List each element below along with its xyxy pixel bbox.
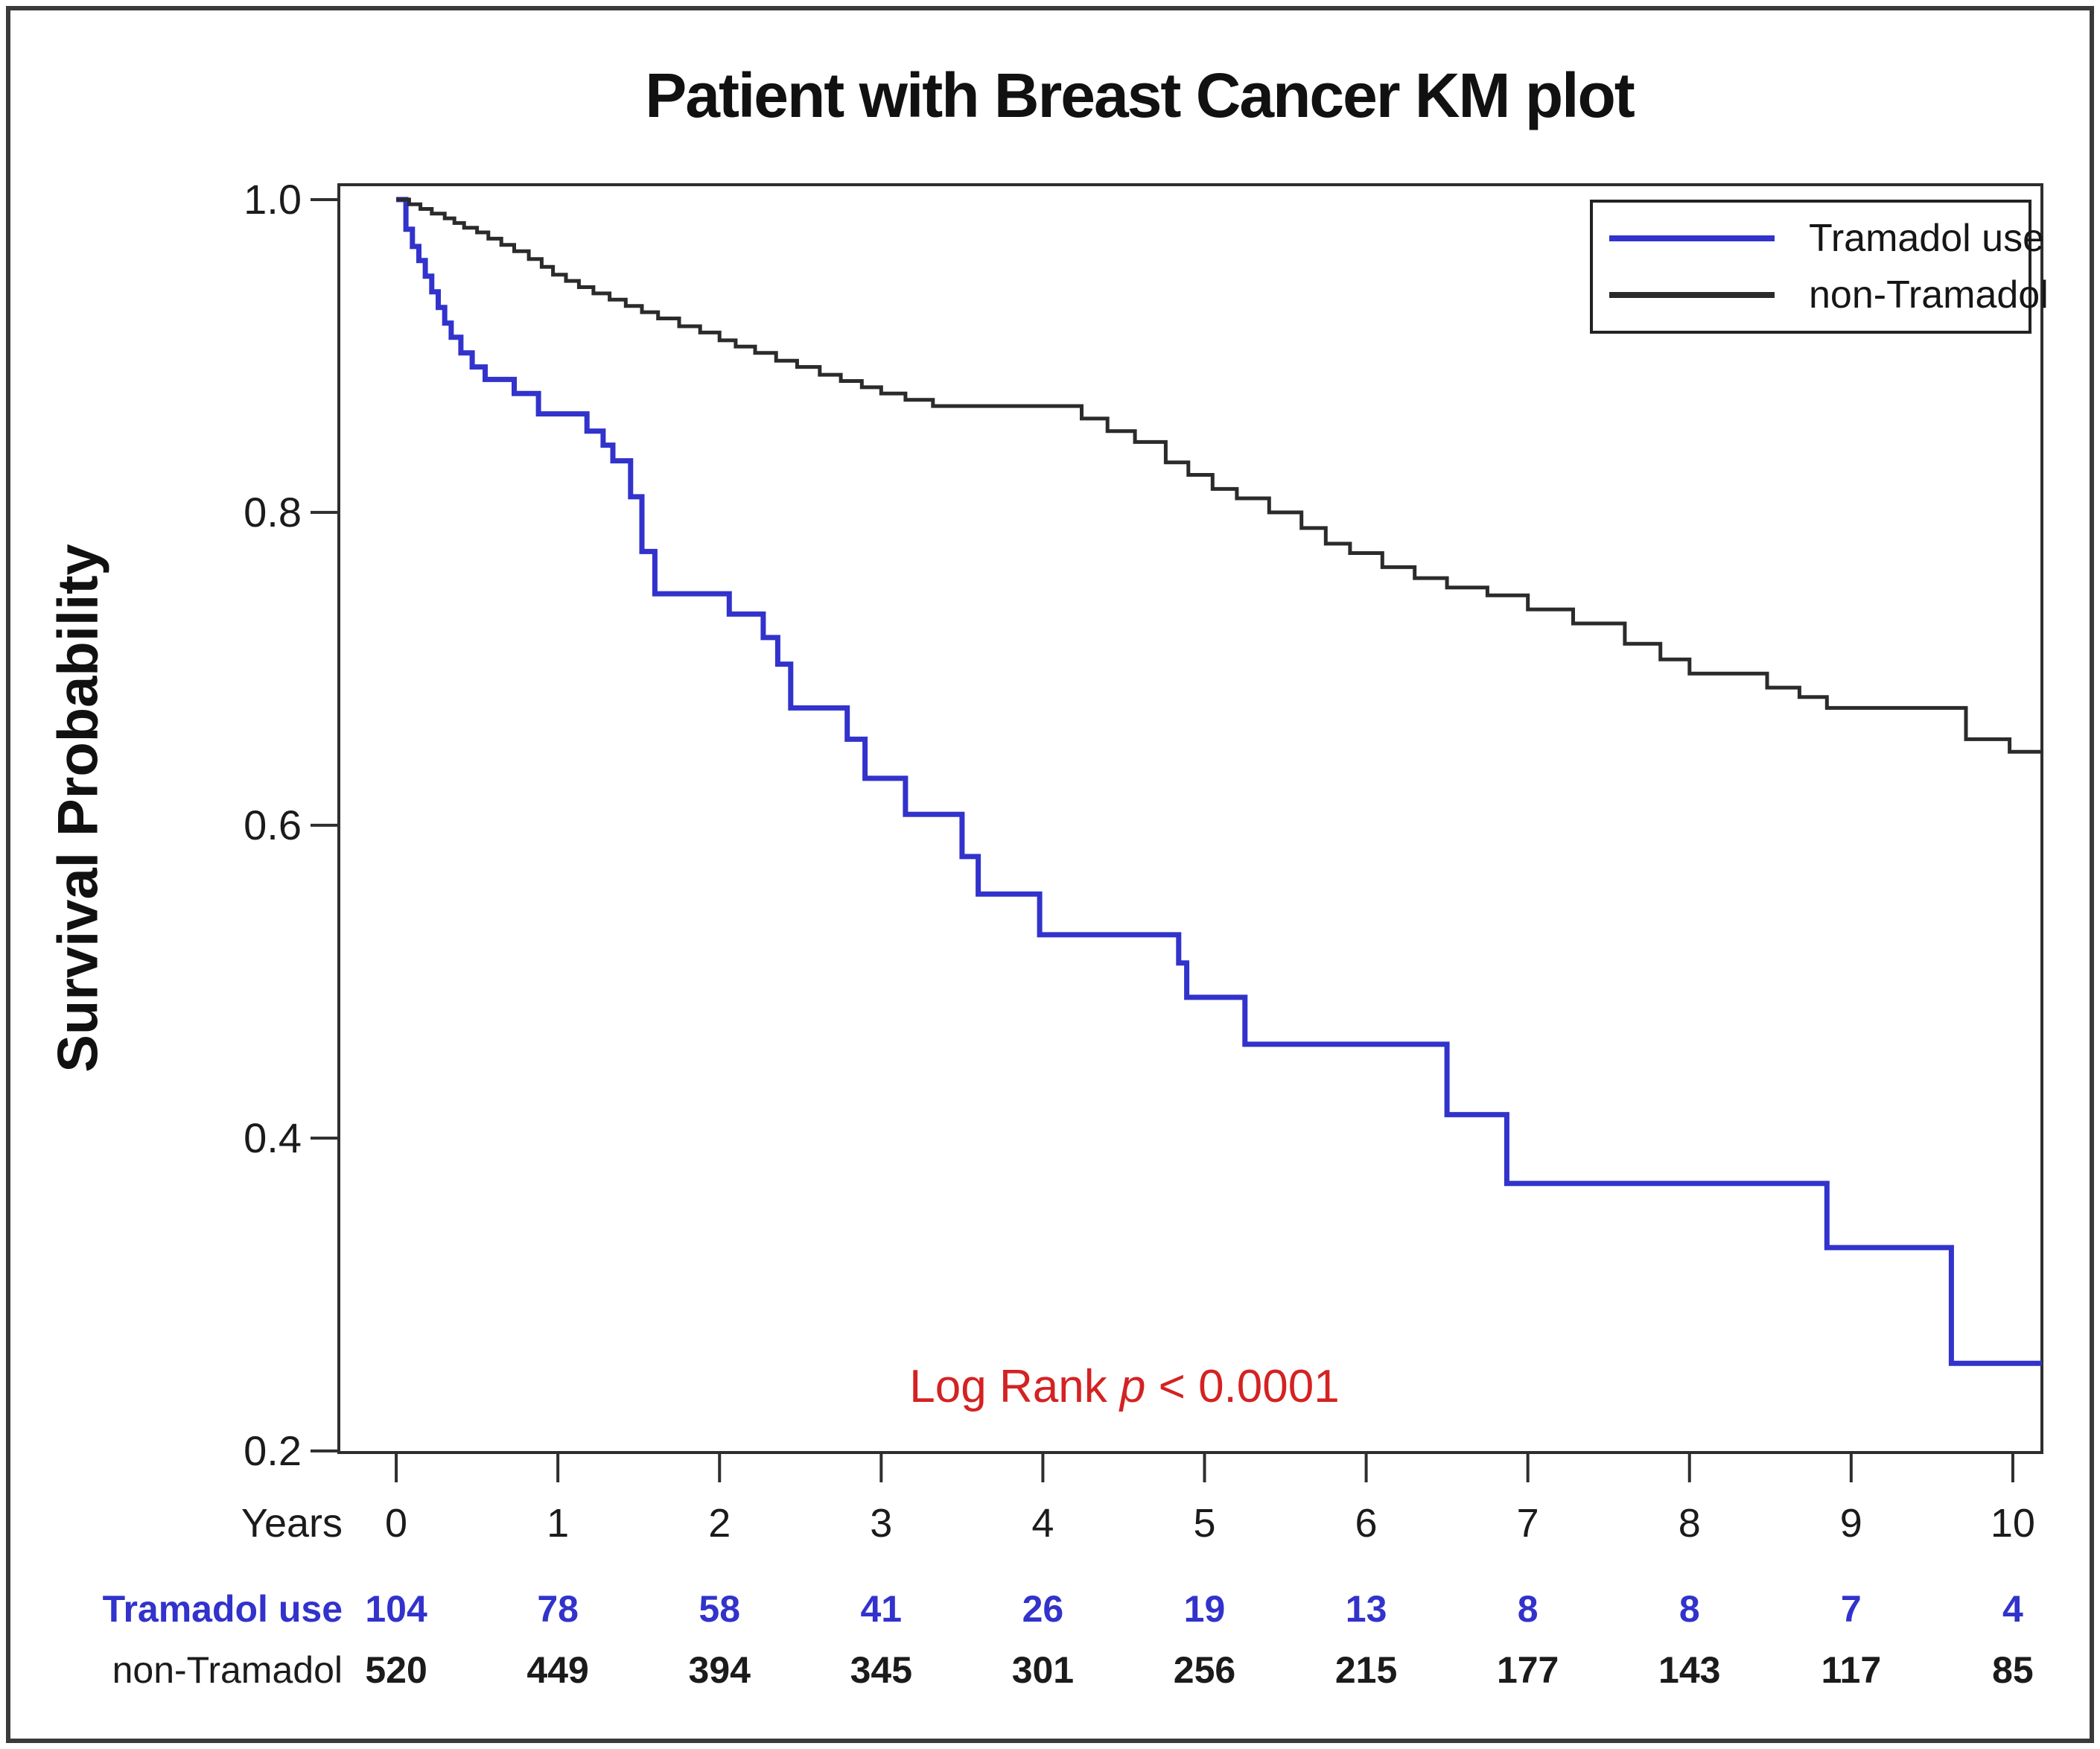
legend-line-swatch-tramadol	[1609, 235, 1775, 241]
km-curve-tramadol-use	[396, 197, 2042, 1366]
plot-frame	[337, 183, 2043, 1454]
log-rank-p-symbol: p	[1119, 1361, 1146, 1412]
legend-label: Tramadol use	[1809, 217, 2044, 260]
legend-item-non-tramadol: non-Tramadol	[1593, 273, 2049, 317]
chart-title: Patient with Breast Cancer KM plot	[645, 60, 1635, 130]
risk-table-axis-label: Years	[241, 1501, 343, 1546]
log-rank-text-suffix: < 0.0001	[1145, 1361, 1340, 1412]
legend: Tramadol use non-Tramadol	[1590, 200, 2049, 334]
legend-item-tramadol: Tramadol use	[1593, 216, 2044, 261]
legend-label: non-Tramadol	[1809, 273, 2049, 317]
log-rank-text-prefix: Log Rank	[909, 1361, 1120, 1412]
km-curve-non-tramadol	[396, 197, 2042, 754]
log-rank-annotation: Log Rank p < 0.0001	[678, 1360, 1571, 1413]
legend-line-swatch-non-tramadol	[1609, 292, 1775, 298]
